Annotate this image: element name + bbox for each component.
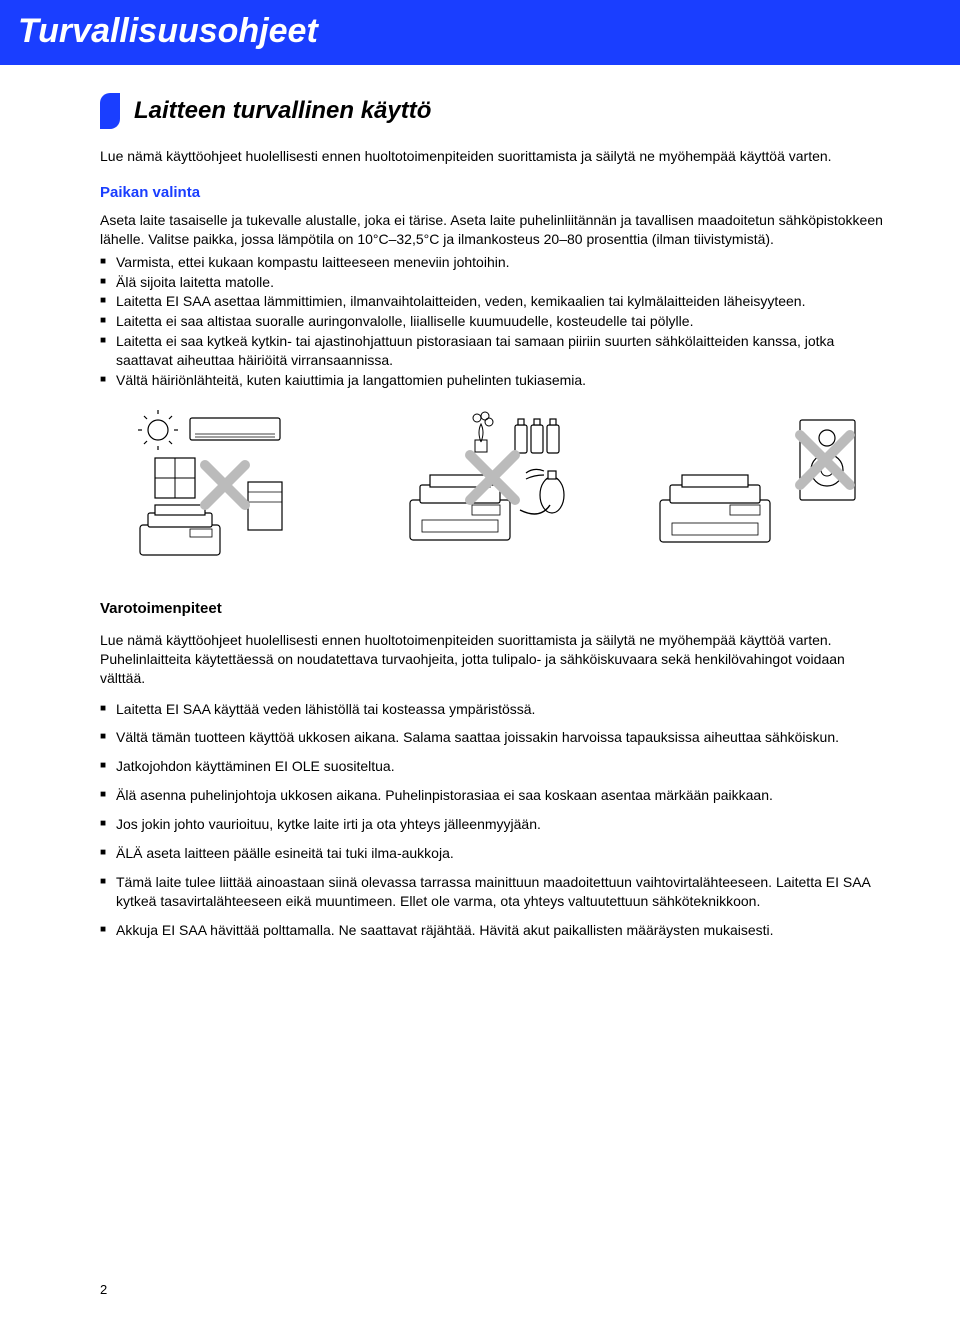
illustrations-row [100,410,890,560]
list-item: Vältä tämän tuotteen käyttöä ukkosen aik… [100,728,890,747]
illustration-speaker [650,410,870,560]
list-item: Jatkojohdon käyttäminen EI OLE suositelt… [100,757,890,776]
list-item: Akkuja EI SAA hävittää polttamalla. Ne s… [100,921,890,940]
list-item: Laitetta ei saa altistaa suoralle auring… [100,312,890,331]
page-header: Turvallisuusohjeet [0,0,960,65]
illustration-sun-heater [120,410,340,560]
list-item: Laitetta EI SAA käyttää veden lähistöllä… [100,700,890,719]
precautions-paragraph: Lue nämä käyttöohjeet huolellisesti enne… [100,631,890,688]
list-item: Laitetta ei saa kytkeä kytkin- tai ajast… [100,332,890,370]
precautions-bullet-list: Laitetta EI SAA käyttää veden lähistöllä… [100,700,890,940]
content-area: Laitteen turvallinen käyttö Lue nämä käy… [0,65,960,990]
list-item: Älä sijoita laitetta matolle. [100,273,890,292]
section-heading: Laitteen turvallinen käyttö [100,93,890,129]
page-title: Turvallisuusohjeet [18,12,318,50]
subheading-location: Paikan valinta [100,184,890,201]
location-paragraph: Aseta laite tasaiselle ja tukevalle alus… [100,211,890,249]
list-item: Varmista, ettei kukaan kompastu laittees… [100,253,890,272]
illustration-chemicals [385,410,605,560]
list-item: Laitetta EI SAA asettaa lämmittimien, il… [100,292,890,311]
page-number: 2 [100,1282,107,1297]
list-item: Tämä laite tulee liittää ainoastaan siin… [100,873,890,911]
section-title: Laitteen turvallinen käyttö [134,97,431,125]
subheading-precautions: Varotoimenpiteet [100,600,890,617]
list-item: Vältä häiriönlähteitä, kuten kaiuttimia … [100,371,890,390]
list-item: Jos jokin johto vaurioituu, kytke laite … [100,815,890,834]
heading-accent-bar [100,93,120,129]
location-bullet-list: Varmista, ettei kukaan kompastu laittees… [100,253,890,390]
intro-paragraph: Lue nämä käyttöohjeet huolellisesti enne… [100,147,890,166]
list-item: ÄLÄ aseta laitteen päälle esineitä tai t… [100,844,890,863]
list-item: Älä asenna puhelinjohtoja ukkosen aikana… [100,786,890,805]
